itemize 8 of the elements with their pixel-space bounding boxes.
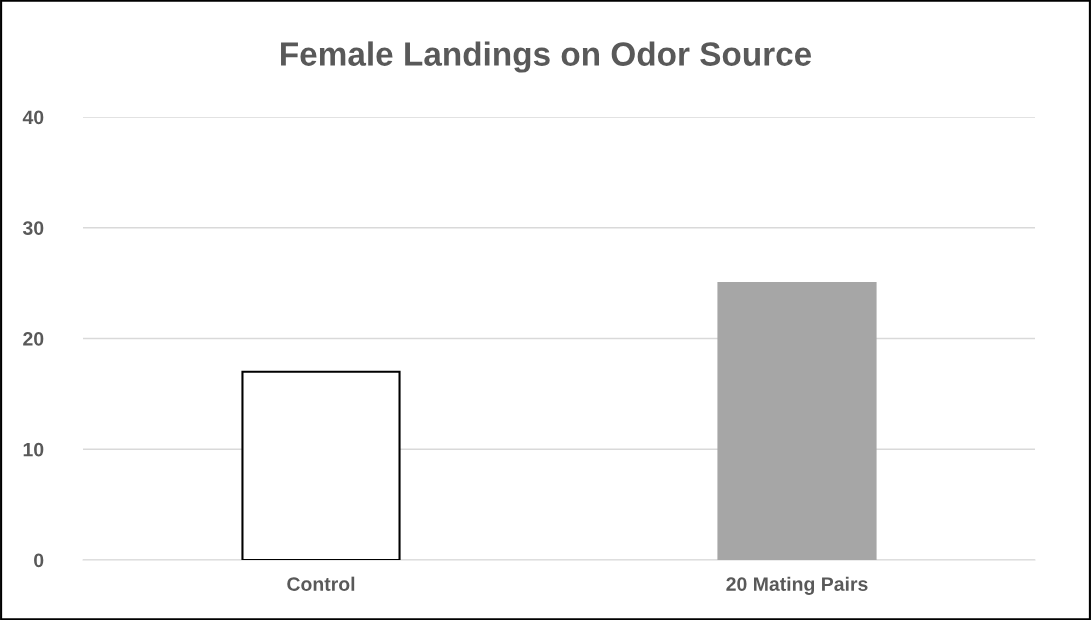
y-tick-label: 10	[23, 442, 44, 457]
y-tick-label: 30	[22, 221, 44, 236]
chart-title: Female Landings on Odor Source	[281, 41, 812, 73]
y-tick-label: 40	[22, 110, 44, 125]
x-tick-label: Control	[287, 576, 355, 591]
y-tick-label: 20	[23, 331, 44, 346]
y-tick-label: 0	[34, 553, 44, 568]
x-tick-label: 20 Mating Pairs	[726, 576, 868, 595]
